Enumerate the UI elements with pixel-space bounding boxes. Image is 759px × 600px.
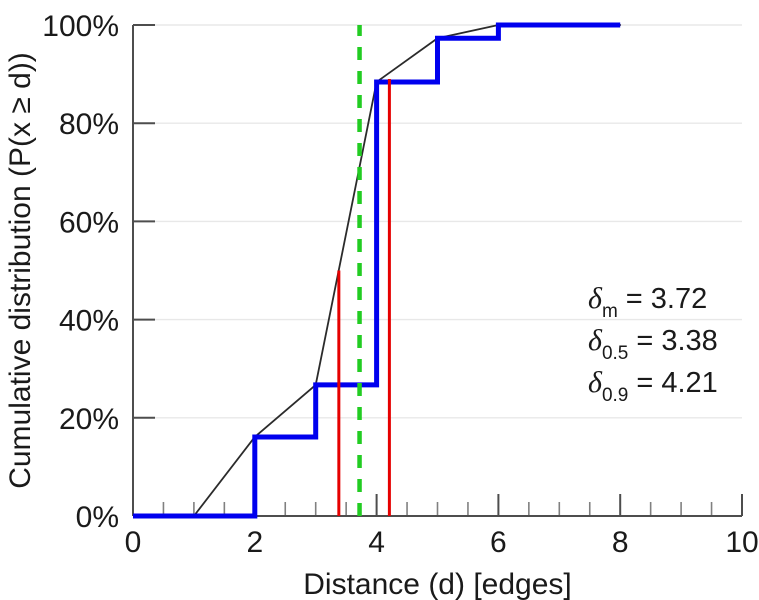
delta-value: = 4.21 bbox=[636, 367, 717, 399]
delta-symbol: δ bbox=[588, 324, 603, 357]
delta-symbol: δ bbox=[588, 282, 603, 315]
y-tick-label: 40% bbox=[59, 305, 119, 338]
delta-value: = 3.72 bbox=[626, 283, 707, 315]
y-tick-label: 20% bbox=[59, 403, 119, 436]
x-axis-tick-labels: 0 2 4 6 8 10 bbox=[125, 526, 759, 559]
delta-subscript: 0.5 bbox=[602, 343, 628, 364]
annotation-text: δm = 3.72 bbox=[588, 282, 707, 322]
y-tick-label: 0% bbox=[76, 501, 119, 534]
delta-subscript: 0.9 bbox=[602, 385, 628, 406]
x-tick-label: 2 bbox=[246, 526, 263, 559]
y-tick-label: 100% bbox=[42, 10, 119, 43]
delta-symbol: δ bbox=[588, 366, 603, 399]
delta-subscript: m bbox=[602, 301, 618, 322]
delta-value: = 3.38 bbox=[636, 325, 717, 357]
marker-lines-layer bbox=[337, 25, 391, 516]
x-axis-minor-ticks bbox=[162, 502, 713, 516]
annotation-0.5: δ0.5 = 3.38 bbox=[588, 324, 718, 364]
data-series-layer bbox=[133, 22, 622, 519]
annotation-m: δm = 3.72 bbox=[588, 282, 707, 322]
y-tick-label: 80% bbox=[59, 108, 119, 141]
annotation-text: δ0.9 = 4.21 bbox=[588, 366, 718, 406]
x-tick-label: 8 bbox=[612, 526, 629, 559]
x-tick-label: 4 bbox=[368, 526, 385, 559]
x-tick-label: 0 bbox=[125, 526, 142, 559]
y-tick-label: 60% bbox=[59, 206, 119, 239]
series-empirical-cdf bbox=[133, 22, 621, 519]
y-axis-title: Cumulative distribution (P(x ≥ d)) bbox=[4, 52, 37, 489]
x-tick-label: 10 bbox=[725, 526, 758, 559]
annotation-text: δ0.5 = 3.38 bbox=[588, 324, 718, 364]
x-tick-label: 6 bbox=[490, 526, 507, 559]
annotation-0.9: δ0.9 = 4.21 bbox=[588, 366, 718, 406]
x-axis-title: Distance (d) [edges] bbox=[303, 568, 571, 600]
y-axis-tick-labels: 0% 20% 40% 60% 80% 100% bbox=[42, 10, 119, 534]
